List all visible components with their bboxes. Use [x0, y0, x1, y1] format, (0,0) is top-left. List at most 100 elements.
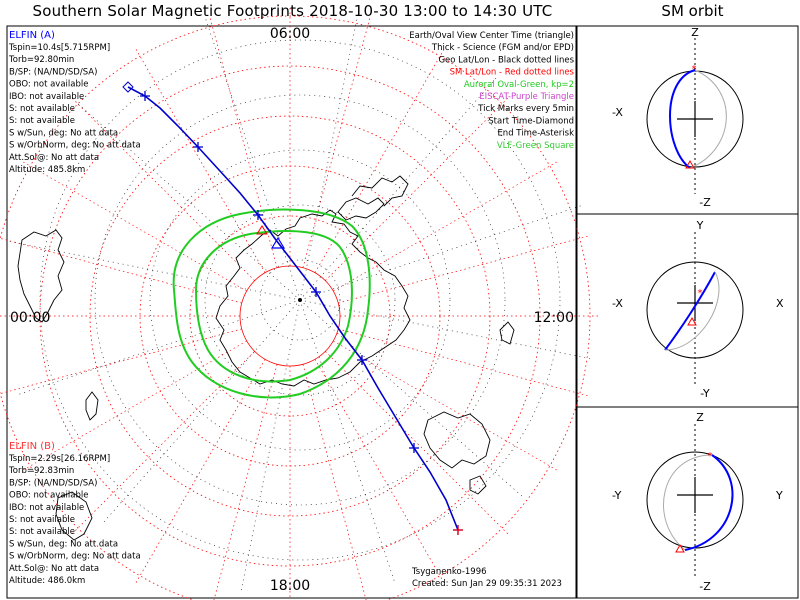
info-line: Altitude: 486.0km — [9, 576, 85, 586]
orbit-path-front — [664, 271, 716, 351]
orbit-path-back — [663, 454, 713, 551]
legend-entry: End Time-Asterisk — [497, 129, 574, 139]
axis-label-bottom: -Z — [699, 580, 711, 593]
axis-label-left: -X — [612, 297, 623, 310]
geo-pole-marker — [298, 298, 302, 302]
sm-lon-lines — [0, 6, 600, 600]
info-line: S w/Sun, deg: No att data — [9, 539, 118, 549]
india-coastline — [55, 491, 93, 541]
axis-label-right: X — [776, 297, 784, 310]
info-line: S w/Sun, deg: No att data — [9, 128, 118, 138]
info-line: S: not available — [9, 515, 75, 525]
info-line: Torb=92.83min — [8, 466, 74, 476]
orbit-panel-xy: Y -Y -X X * — [612, 219, 784, 400]
info-line: S w/OrbNorm, deg: No att data — [9, 141, 141, 151]
legend-entry: Earth/Oval View Center Time (triangle) — [409, 31, 574, 41]
legend: Earth/Oval View Center Time (triangle) Th… — [409, 31, 574, 151]
orbit-path-front — [669, 69, 696, 169]
geo-lon-line — [299, 5, 360, 301]
legend-entry: Tick Marks every 5min — [477, 104, 574, 114]
sm-lon-line — [70, 96, 255, 281]
orbit-path-back — [689, 69, 727, 169]
geo-lon-line — [240, 299, 301, 595]
clock-label-right: 12:00 — [534, 310, 574, 326]
madagascar-coastline — [85, 391, 99, 421]
created-label: Created: Sun Jan 29 09:35:31 2023 — [412, 579, 562, 589]
elfin-b-name: ELFIN (B) — [9, 441, 55, 452]
info-line: B/SP: (NA/ND/SD/SA) — [9, 478, 97, 488]
sm-lon-line — [338, 328, 590, 397]
geo-lon-line — [299, 299, 595, 360]
orbit-panel-xz: Z -Z -X * — [612, 26, 744, 209]
geo-lon-line — [299, 204, 585, 301]
legend-entry: Auroral Oval-Green, kp=2 — [464, 80, 574, 90]
axis-label-left: -Y — [612, 489, 622, 502]
geo-lon-line — [5, 240, 301, 301]
axis-label-top: Z — [691, 26, 699, 39]
info-line: S: not available — [9, 104, 75, 114]
polar-map-frame — [6, 25, 577, 599]
clock-label-top: 06:00 — [270, 26, 310, 42]
orbit-path-front — [684, 454, 734, 551]
geo-lon-line — [204, 15, 301, 301]
page-title: Southern Solar Magnetic Footprints 2018-… — [32, 2, 553, 20]
geo-lon-line — [299, 74, 499, 301]
end-asterisk: * — [692, 64, 697, 75]
legend-entry: EISCAT-Purple Triangle — [479, 92, 574, 102]
sm-lon-line — [21, 340, 247, 472]
orbit-triangle — [685, 159, 695, 169]
sm-lon-line — [314, 47, 446, 273]
geo-lon-line — [299, 299, 526, 499]
geo-lat-circle — [149, 149, 451, 451]
geo-lat-circle — [94, 94, 506, 506]
geo-lon-line — [101, 299, 301, 526]
axis-label-top: Z — [696, 411, 704, 424]
sm-lon-line — [302, 364, 367, 600]
polar-map — [0, 5, 600, 600]
auroral-oval — [172, 208, 371, 399]
elfin-a-info: ELFIN (A) Tspin=10.4s[5.715RPM] Torb=92.8… — [8, 30, 141, 175]
view-center-triangle — [270, 236, 286, 249]
info-line: Torb=92.80min — [8, 55, 74, 65]
sm-lon-line — [333, 160, 559, 292]
south-america-coastline — [337, 175, 409, 221]
model-label: Tsyganenko-1996 — [411, 567, 487, 577]
geo-lon-line — [74, 101, 301, 301]
info-line: Tspin=2.29s[26.16RPM] — [8, 454, 110, 464]
info-line: S: not available — [9, 527, 75, 537]
geo-lat-circle — [204, 204, 396, 396]
clock-label-bottom: 18:00 — [270, 578, 310, 594]
sm-lat-circle — [239, 265, 341, 367]
info-line: Att.Sol@: No att data — [9, 153, 99, 163]
end-asterisk: * — [698, 288, 703, 299]
info-line: Att.Sol@: No att data — [9, 564, 99, 574]
sm-lat-circle — [0, 15, 591, 600]
sm-lon-line — [338, 235, 590, 304]
orbit-path-back — [664, 271, 720, 351]
start-diamond — [122, 81, 134, 93]
sm-lon-line — [213, 364, 278, 600]
new-zealand-coastline — [499, 321, 515, 345]
geo-lat-circle — [259, 259, 341, 341]
legend-entry: SM Lat/Lon - Red dotted lines — [450, 68, 575, 78]
sm-lat-circle — [39, 65, 541, 567]
geo-lon-line — [15, 299, 301, 396]
legend-entry: VLF-Green Square — [497, 141, 574, 151]
legend-entry: Geo Lat/Lon - Black dotted lines — [438, 55, 574, 65]
sm-lon-line — [0, 328, 242, 395]
clock-label-left: 00:00 — [10, 310, 50, 326]
info-line: Altitude: 485.8km — [9, 165, 85, 175]
elfin-a-track — [122, 81, 463, 535]
track-line — [127, 86, 459, 531]
geo-grid — [5, 5, 595, 595]
sm-lon-line — [325, 351, 510, 536]
geo-lat-circle — [39, 39, 561, 561]
elfin-b-triangle — [256, 225, 268, 235]
orbit-triangle — [687, 316, 697, 326]
sm-lon-line — [70, 351, 255, 536]
sm-lon-line — [314, 359, 446, 585]
axis-label-right: Y — [775, 489, 783, 502]
antarctica-coastline — [215, 209, 411, 387]
info-line: IBO: not available — [9, 503, 84, 513]
